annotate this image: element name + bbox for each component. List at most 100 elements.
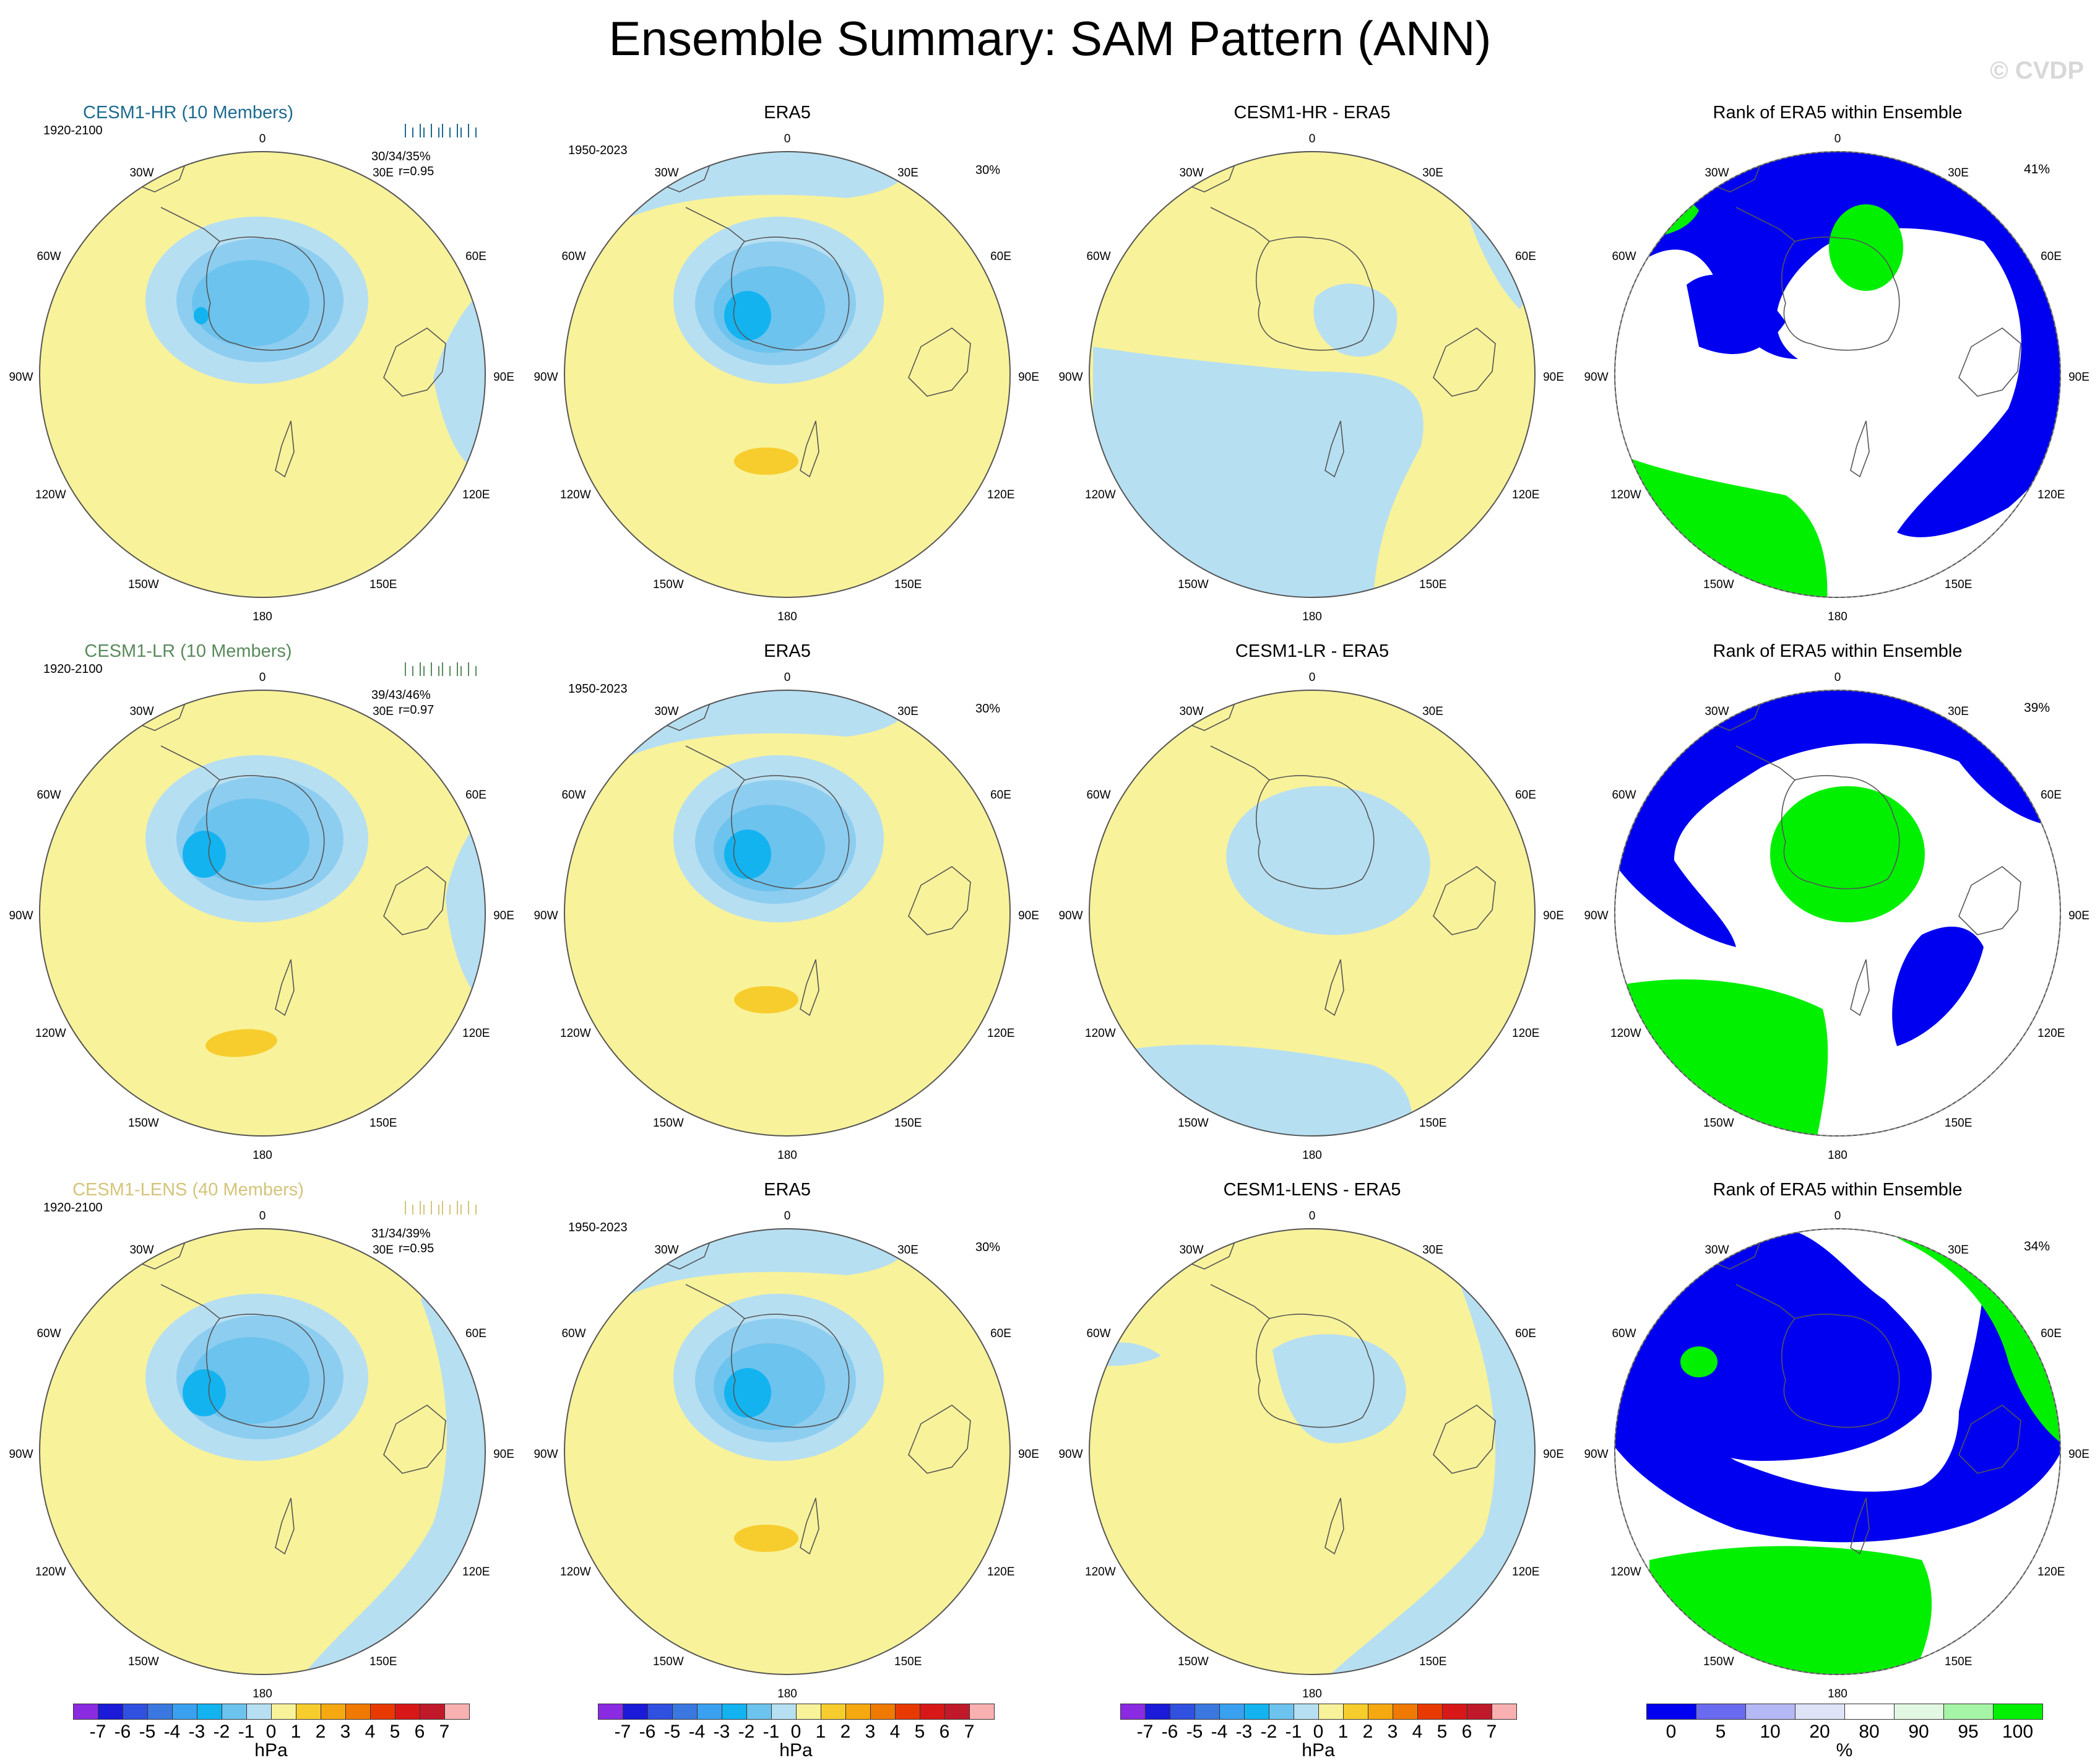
difference-panel-title: CESM1-LR - ERA5 xyxy=(1235,641,1389,661)
colorbar-tick-label: -7 xyxy=(614,1722,631,1742)
longitude-label: 60W xyxy=(561,1327,586,1340)
colorbar-swatch xyxy=(271,1704,296,1720)
colorbar-swatch xyxy=(1145,1704,1170,1720)
difference-panel-title: CESM1-LENS - ERA5 xyxy=(1223,1180,1401,1200)
australia-coast xyxy=(908,866,971,935)
colorbar-swatch xyxy=(1318,1704,1344,1720)
longitude-label: 30W xyxy=(129,705,154,718)
colorbar-tick-label: 100 xyxy=(2002,1722,2034,1742)
new-zealand-coast xyxy=(275,420,295,478)
australia-coast xyxy=(908,327,971,397)
rank-percent-label: 41% xyxy=(2024,162,2050,176)
south-america-coast xyxy=(1615,1268,1669,1294)
colorbar-tick-label: 3 xyxy=(865,1722,876,1742)
longitude-label: 180 xyxy=(777,610,797,623)
peninsula-coast xyxy=(1210,207,1270,242)
obs-map-2 xyxy=(564,1228,1011,1675)
longitude-label: 120E xyxy=(462,488,490,501)
colorbar-swatch xyxy=(1368,1704,1393,1720)
obs-field-group-0 xyxy=(564,152,1010,597)
member-tick-strip-0 xyxy=(405,124,477,137)
model-map-2 xyxy=(39,1228,486,1675)
colorbar-swatch xyxy=(1294,1704,1319,1720)
longitude-label: 60E xyxy=(2041,789,2062,802)
colorbar-tick-label: 20 xyxy=(1809,1722,1830,1742)
hpa-colorbar: -7 -6 -5 -4 -3 -2 -1 0 1 2 3 4 5 6 7 hPa xyxy=(73,1704,470,1761)
antarctica-coast xyxy=(1781,236,1900,351)
south-america-coast xyxy=(617,690,714,731)
colorbar-swatch xyxy=(197,1704,222,1720)
longitude-label: 30W xyxy=(129,1244,154,1257)
colorbar-tick-label: 10 xyxy=(1760,1722,1781,1742)
colorbar-swatch xyxy=(697,1704,722,1720)
obs-map-0 xyxy=(564,151,1011,598)
colorbar-swatch xyxy=(598,1704,623,1720)
colorbar-tick-label: 7 xyxy=(1486,1722,1497,1742)
rank-panel-title: Rank of ERA5 within Ensemble xyxy=(1713,1180,1963,1200)
colorbar-swatch xyxy=(172,1704,197,1720)
longitude-label: 120W xyxy=(1610,1566,1641,1579)
longitude-label: 60W xyxy=(1086,789,1111,802)
model-correlation-label: r=0.95 xyxy=(399,165,434,178)
antarctica-coast xyxy=(1255,236,1375,351)
longitude-label: 180 xyxy=(253,1149,272,1162)
colorbar-tick-label: -1 xyxy=(1285,1722,1302,1742)
longitude-label: 150W xyxy=(653,1117,684,1130)
longitude-label: 120W xyxy=(560,1027,591,1040)
longitude-label: 90E xyxy=(493,371,514,384)
obs-period-label: 1950-2023 xyxy=(568,682,628,696)
rank-low-region xyxy=(1615,1275,2060,1543)
longitude-label: 120W xyxy=(1085,488,1116,501)
rank-field-group-1 xyxy=(1615,690,2060,1136)
model-map-1 xyxy=(39,690,486,1137)
south-america-coast xyxy=(1142,1229,1239,1270)
longitude-label: 150E xyxy=(1419,1655,1447,1668)
colorbar-unit-label: hPa xyxy=(254,1740,288,1761)
colorbar-swatch xyxy=(722,1704,747,1720)
australia-coast xyxy=(1958,327,2021,397)
colorbar-tick-label: 6 xyxy=(939,1722,950,1742)
model-panel-row-1: 0 30E 60E 90E 120E 150E 180 150W 120W 90W 60W 30W CE… xyxy=(0,638,525,1176)
colorbar-tick-label: 3 xyxy=(340,1722,351,1742)
model-panel-title: CESM1-LR (10 Members) xyxy=(84,641,292,661)
longitude-label: 30W xyxy=(1179,1244,1204,1257)
obs-map-border-1 xyxy=(564,690,1011,1137)
colorbar-swatch xyxy=(73,1704,98,1720)
longitude-label: 150E xyxy=(1945,578,1973,591)
new-zealand-coast xyxy=(1850,959,1870,1016)
rank-high-region xyxy=(1649,1546,1932,1674)
new-zealand-coast xyxy=(1324,1497,1344,1555)
south-america-coast xyxy=(1089,1268,1143,1294)
new-zealand-coast xyxy=(1324,959,1344,1016)
longitude-label: 60E xyxy=(2041,1327,2062,1340)
model-panel-title: CESM1-HR (10 Members) xyxy=(83,103,293,123)
longitude-label: 30E xyxy=(373,705,394,718)
longitude-label: 60W xyxy=(561,250,586,263)
longitude-label: 90W xyxy=(1584,1448,1609,1461)
colorbar-swatch xyxy=(746,1704,772,1720)
antarctica-coast xyxy=(205,775,325,890)
longitude-label: 180 xyxy=(1828,610,1847,623)
model-field-group-1 xyxy=(40,690,485,1136)
south-america-coast xyxy=(1089,191,1143,217)
longitude-label: 180 xyxy=(1828,1149,1847,1162)
longitude-label: 30E xyxy=(1948,1244,1969,1257)
antarctica-coast xyxy=(1781,775,1900,890)
south-america-coast xyxy=(1667,1229,1765,1270)
longitude-label: 60E xyxy=(465,789,486,802)
longitude-label: 90W xyxy=(1058,909,1083,922)
colorbar-tick-label: -5 xyxy=(1186,1722,1203,1742)
longitude-label: 150E xyxy=(369,578,397,591)
longitude-label: 90E xyxy=(1018,909,1039,922)
colorbar-tick-label: 2 xyxy=(315,1722,326,1742)
diff-field-group-2 xyxy=(1089,1229,1535,1674)
longitude-label: 60E xyxy=(990,250,1011,263)
colorbar-tick-label: -7 xyxy=(1136,1722,1154,1742)
negative-region xyxy=(1226,786,1430,935)
longitude-label: 90W xyxy=(534,371,558,384)
diff-map-border-1 xyxy=(1089,690,1536,1137)
colorbar-swatch xyxy=(870,1704,896,1720)
colorbar-swatch xyxy=(1417,1704,1443,1720)
longitude-label: 0 xyxy=(1308,1210,1316,1223)
colorbar-tick-label: -4 xyxy=(688,1722,706,1742)
